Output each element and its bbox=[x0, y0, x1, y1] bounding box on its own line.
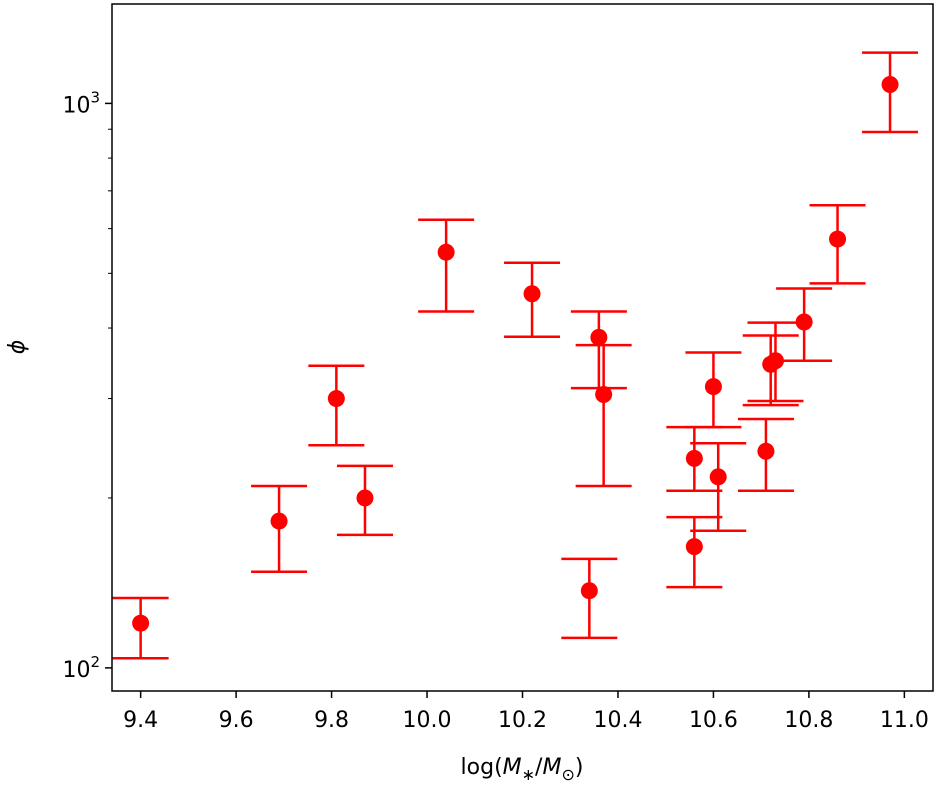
data-point bbox=[757, 442, 775, 460]
data-points bbox=[132, 76, 899, 632]
data-point bbox=[270, 512, 288, 530]
data-point bbox=[829, 230, 847, 248]
data-point bbox=[132, 614, 150, 632]
x-tick-label: 9.8 bbox=[314, 708, 349, 733]
data-point bbox=[704, 378, 722, 396]
data-point bbox=[709, 468, 727, 486]
x-tick-label: 10.6 bbox=[689, 708, 738, 733]
data-point bbox=[523, 285, 541, 303]
data-point bbox=[580, 582, 598, 600]
x-ticks: 9.4 9.6 9.8 10.0 10.2 10.4 10.6 10.8 11.0 bbox=[123, 691, 929, 733]
x-tick-label: 9.6 bbox=[219, 708, 254, 733]
data-point bbox=[766, 352, 784, 370]
x-tick-label: 10.2 bbox=[498, 708, 547, 733]
x-tick-label: 10.4 bbox=[593, 708, 642, 733]
data-point bbox=[685, 449, 703, 467]
x-tick-label: 10.0 bbox=[403, 708, 452, 733]
data-point bbox=[437, 243, 455, 261]
x-axis-label: log(M∗/M⊙) bbox=[461, 755, 584, 784]
data-point bbox=[595, 386, 613, 404]
data-point bbox=[327, 390, 345, 408]
y-axis-label: ϕ bbox=[5, 340, 30, 355]
data-point bbox=[795, 313, 813, 331]
x-tick-label: 9.4 bbox=[123, 708, 158, 733]
data-point bbox=[590, 328, 608, 346]
y-tick-label: 103 bbox=[62, 88, 100, 118]
x-tick-label: 11.0 bbox=[880, 708, 929, 733]
y-ticks: 102 103 bbox=[62, 88, 112, 683]
data-point bbox=[881, 76, 899, 94]
y-tick-label: 102 bbox=[62, 653, 100, 683]
x-tick-label: 10.8 bbox=[784, 708, 833, 733]
plot-frame bbox=[111, 3, 934, 692]
data-point bbox=[356, 489, 374, 507]
error-bars bbox=[112, 51, 919, 660]
data-point bbox=[685, 538, 703, 556]
